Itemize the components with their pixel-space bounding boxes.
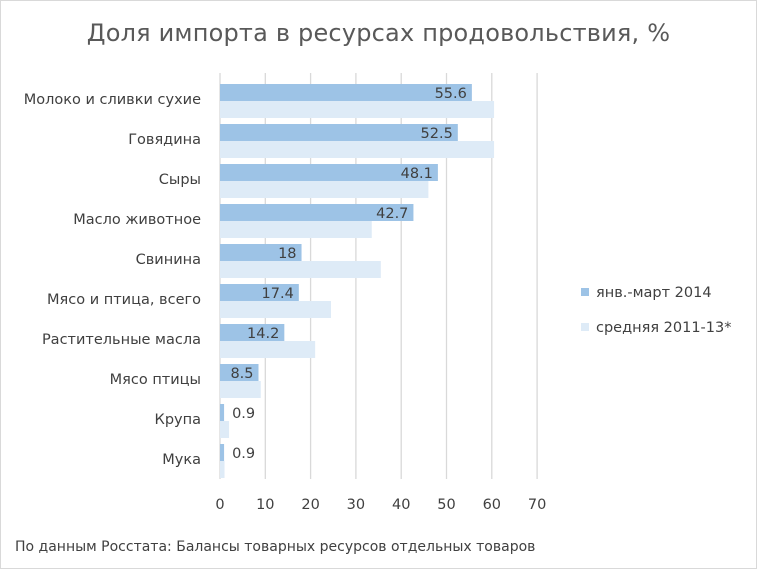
data-label-jan-mar-2014: 42.7 [376, 206, 408, 222]
bar-average-2011-13 [220, 341, 316, 358]
category-label: Сыры [159, 172, 201, 188]
bar-jan-mar-2014 [220, 164, 438, 181]
bar-average-2011-13 [220, 181, 429, 198]
x-tick-label: 40 [392, 497, 410, 513]
bar-average-2011-13 [220, 221, 372, 238]
legend-item-jan-mar-2014: янв.-март 2014 [581, 285, 712, 301]
bar-average-2011-13 [220, 461, 225, 478]
bar-average-2011-13 [220, 381, 261, 398]
data-label-jan-mar-2014: 18 [278, 246, 296, 262]
bar-jan-mar-2014 [220, 84, 472, 101]
category-label: Мука [162, 452, 201, 468]
x-tick-label: 0 [215, 497, 224, 513]
x-tick-label: 20 [301, 497, 319, 513]
data-label-jan-mar-2014: 48.1 [401, 166, 433, 182]
legend-label-average-2011-13: средняя 2011-13* [596, 320, 732, 336]
category-label: Крупа [155, 412, 201, 428]
category-label: Говядина [128, 132, 201, 148]
chart-title: Доля импорта в ресурсах продовольствия, … [86, 19, 671, 47]
data-label-jan-mar-2014: 8.5 [230, 366, 253, 382]
data-label-jan-mar-2014: 0.9 [232, 446, 255, 462]
data-label-jan-mar-2014: 55.6 [435, 86, 467, 102]
legend-label-jan-mar-2014: янв.-март 2014 [596, 285, 712, 301]
data-label-jan-mar-2014: 0.9 [232, 406, 255, 422]
x-tick-label: 60 [483, 497, 501, 513]
category-label: Мясо птицы [110, 372, 201, 388]
bar-average-2011-13 [220, 261, 381, 278]
data-label-jan-mar-2014: 14.2 [247, 326, 279, 342]
bar-jan-mar-2014 [220, 364, 259, 381]
bar-average-2011-13 [220, 101, 495, 118]
category-label: Молоко и сливки сухие [24, 92, 201, 108]
legend-swatch-average-2011-13 [581, 323, 589, 331]
bar-average-2011-13 [220, 301, 331, 318]
bar-jan-mar-2014 [220, 404, 225, 421]
bar-jan-mar-2014 [220, 324, 285, 341]
bar-jan-mar-2014 [220, 124, 458, 141]
data-label-jan-mar-2014: 52.5 [421, 126, 453, 142]
x-tick-label: 10 [256, 497, 274, 513]
bar-jan-mar-2014 [220, 204, 414, 221]
x-tick-label: 30 [347, 497, 365, 513]
x-tick-label: 50 [437, 497, 455, 513]
bar-average-2011-13 [220, 421, 230, 438]
x-tick-label: 70 [528, 497, 546, 513]
bar-jan-mar-2014 [220, 284, 299, 301]
legend-item-average-2011-13: средняя 2011-13* [581, 320, 732, 336]
category-label: Масло животное [73, 212, 201, 228]
source-note: По данным Росстата: Балансы товарных рес… [15, 539, 536, 555]
bar-jan-mar-2014 [220, 244, 302, 261]
category-label: Свинина [136, 252, 201, 268]
bar-jan-mar-2014 [220, 444, 225, 461]
legend-swatch-jan-mar-2014 [581, 288, 589, 296]
category-label: Мясо и птица, всего [47, 292, 201, 308]
data-label-jan-mar-2014: 17.4 [262, 286, 294, 302]
category-label: Растительные масла [42, 332, 201, 348]
bar-average-2011-13 [220, 141, 495, 158]
